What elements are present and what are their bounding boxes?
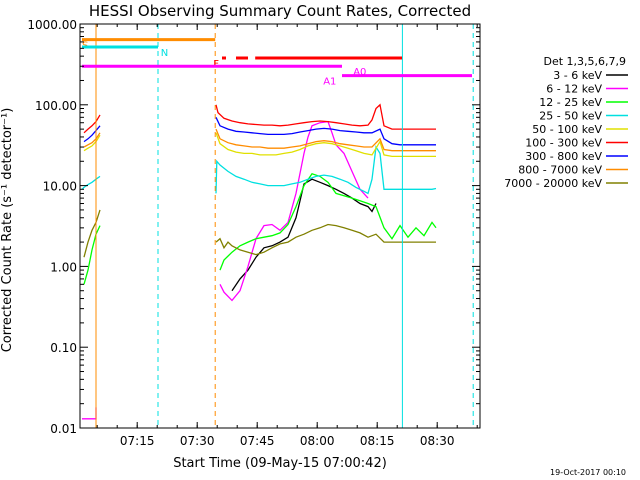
series-line-7-1 [215, 128, 436, 152]
legend-label-6: 300 - 800 keV [525, 150, 602, 163]
annotation-label-1: N [161, 48, 168, 59]
legend-label-0: 3 - 6 keV [553, 69, 602, 82]
series-line-8-0 [83, 209, 101, 258]
series-line-7-0 [83, 132, 101, 148]
series-line-5-1 [215, 103, 436, 130]
x-axis-label: Start Time (09-May-15 07:00:42) [173, 456, 387, 471]
y-tick-label-4: 0.10 [50, 341, 77, 355]
series-line-6-1 [215, 117, 436, 146]
annotation-label-4: A1 [323, 77, 336, 88]
series-line-3-0 [81, 175, 101, 190]
y-tick-label-3: 1.00 [50, 260, 77, 274]
y-tick-label-1: 100.00 [35, 99, 77, 113]
y-tick-label-5: 0.01 [50, 422, 77, 436]
series-line-4-1 [215, 132, 436, 158]
plot-area: SNFA0A107:1507:3007:4508:0008:1508:30100… [27, 18, 481, 448]
series-line-8-1 [215, 223, 436, 256]
series-line-6-0 [83, 125, 101, 143]
x-tick-label-3: 08:00 [300, 434, 335, 448]
x-tick-label-5: 08:30 [420, 434, 455, 448]
legend-label-2: 12 - 25 keV [539, 96, 602, 109]
legend-label-8: 7000 - 20000 keV [504, 177, 602, 190]
legend-label-1: 6 - 12 keV [546, 83, 602, 96]
series-line-0-0 [231, 178, 377, 292]
legend-title: Det 1,3,5,6,7,9 [543, 55, 626, 68]
series-line-5-0 [83, 114, 101, 134]
y-axis-label: Corrected Count Rate (s⁻¹ detector⁻¹) [0, 108, 15, 353]
x-tick-label-0: 07:15 [120, 434, 155, 448]
series-line-3-1 [215, 145, 437, 195]
axes-frame [79, 23, 481, 429]
chart-title: HESSI Observing Summary Count Rates, Cor… [89, 2, 471, 20]
series-line-2-0 [83, 225, 101, 285]
timestamp-label: 19-Oct-2017 00:10 [550, 468, 626, 477]
y-tick-label-0: 1000.00 [27, 18, 77, 32]
x-tick-label-2: 07:45 [240, 434, 275, 448]
annotation-label-2: F [213, 59, 219, 70]
legend-label-7: 800 - 7000 keV [518, 164, 602, 177]
series-line-1-1 [219, 120, 369, 302]
annotation-label-3: A0 [353, 67, 366, 78]
legend-label-4: 50 - 100 keV [532, 123, 602, 136]
legend-label-5: 100 - 300 keV [525, 137, 602, 150]
y-tick-label-2: 10.00 [43, 180, 77, 194]
x-tick-label-1: 07:30 [180, 434, 215, 448]
legend-label-3: 25 - 50 keV [539, 110, 602, 123]
x-tick-label-4: 08:15 [360, 434, 395, 448]
series-line-4-0 [83, 134, 101, 152]
